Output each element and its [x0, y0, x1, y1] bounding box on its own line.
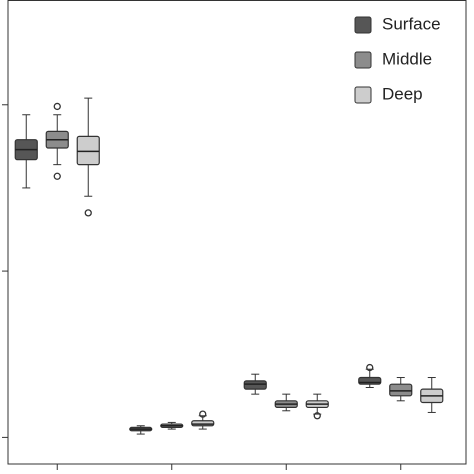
- outlier: [53, 102, 61, 111]
- outlier: [84, 209, 92, 217]
- box: [191, 420, 215, 427]
- legend-swatch: [354, 16, 372, 34]
- box: [389, 383, 413, 397]
- plot-frame: [7, 0, 467, 465]
- legend-label: Surface: [382, 14, 441, 33]
- legend-label: Middle: [382, 49, 432, 68]
- legend-swatch: [354, 86, 372, 104]
- outlier: [199, 410, 207, 418]
- legend-label: Deep: [382, 84, 423, 103]
- box: [76, 135, 100, 166]
- outlier: [366, 363, 374, 372]
- legend-swatch: [354, 51, 372, 69]
- outlier: [53, 172, 61, 180]
- box: [243, 380, 267, 390]
- outlier: [313, 412, 321, 420]
